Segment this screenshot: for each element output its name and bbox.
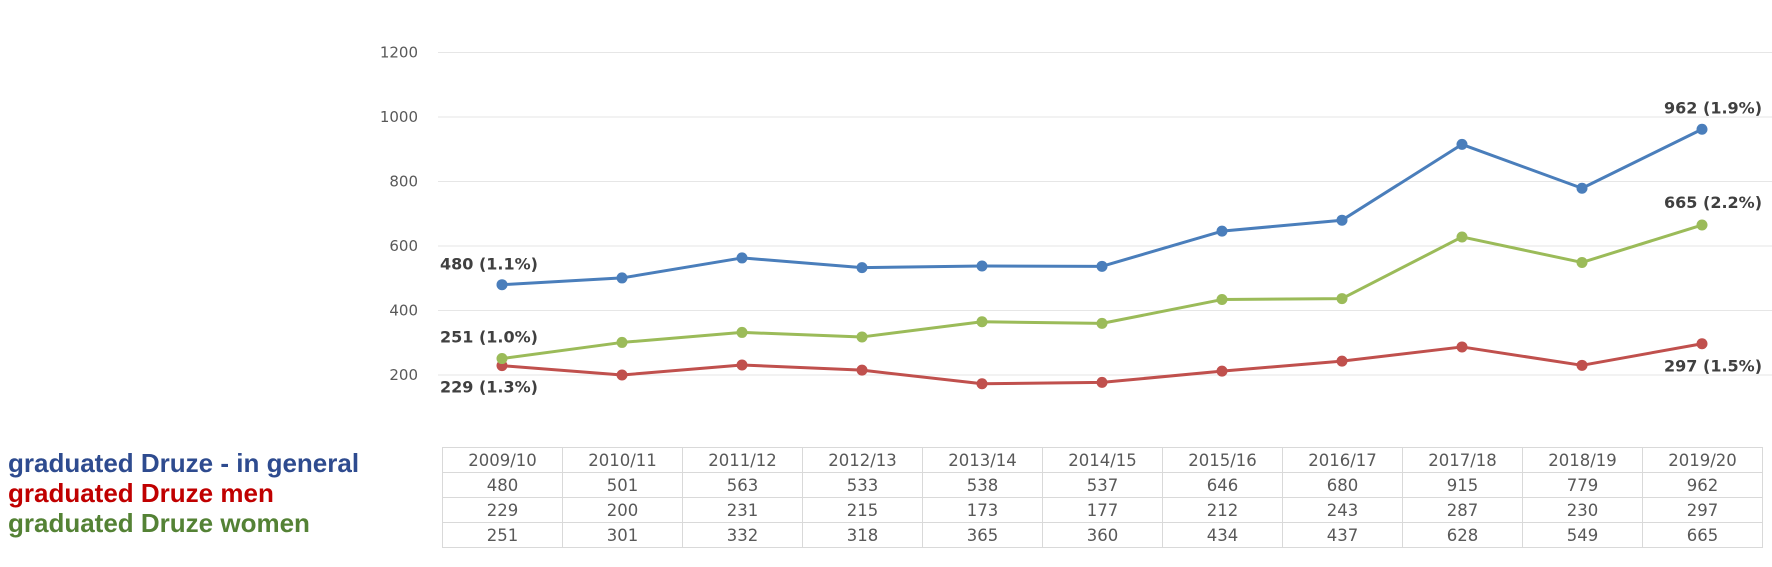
table-cell: 360	[1042, 522, 1163, 548]
data-table: 2009/10 2010/11 2011/12 2012/13 2013/14 2014/…	[442, 447, 1763, 548]
series-1-point	[856, 364, 868, 376]
series-1-point	[736, 359, 748, 371]
series-0-point	[616, 272, 628, 284]
table-cell: 318	[802, 522, 923, 548]
table-cell: 365	[922, 522, 1043, 548]
data-label: 962 (1.9%)	[1664, 98, 1762, 117]
series-0-point	[496, 279, 508, 291]
series-2-point	[616, 336, 628, 348]
series-0-point	[976, 260, 988, 272]
table-cell: 2011/12	[682, 447, 803, 473]
series-0-point	[856, 262, 868, 274]
table-cell: 251	[442, 522, 563, 548]
series-2-point	[1456, 231, 1468, 243]
table-cell: 212	[1162, 497, 1283, 523]
table-cell: 173	[922, 497, 1043, 523]
table-cell: 2009/10	[442, 447, 563, 473]
table-cell: 2012/13	[802, 447, 923, 473]
table-cell: 549	[1522, 522, 1643, 548]
table-row: 480 501 563 533 538 537 646 680 915 779 962	[442, 472, 1763, 498]
legend-women: graduated Druze women	[8, 508, 310, 538]
table-cell: 243	[1282, 497, 1403, 523]
table-cell: 2017/18	[1402, 447, 1523, 473]
table-cell: 2015/16	[1162, 447, 1283, 473]
series-0-point	[1576, 182, 1588, 194]
series-1-point	[1576, 359, 1588, 371]
series-2-point	[1336, 293, 1348, 305]
series-2-point	[856, 331, 868, 343]
table-cell: 229	[442, 497, 563, 523]
table-cell: 537	[1042, 472, 1163, 498]
series-0-point	[1696, 123, 1708, 135]
series-1-point	[1696, 338, 1708, 350]
table-cell: 962	[1642, 472, 1763, 498]
table-cell: 563	[682, 472, 803, 498]
series-1-point	[1096, 376, 1108, 388]
y-tick-label: 200	[389, 366, 418, 384]
series-0-point	[1216, 225, 1228, 237]
series-0-point	[1456, 138, 1468, 150]
series-0-point	[1096, 260, 1108, 272]
y-tick-label: 800	[389, 173, 418, 191]
series-2-point	[736, 326, 748, 338]
series-2-point	[1096, 317, 1108, 329]
legend-men: graduated Druze men	[8, 478, 274, 508]
series-2-point	[976, 316, 988, 328]
table-cell: 915	[1402, 472, 1523, 498]
table-cell: 538	[922, 472, 1043, 498]
table-cell: 628	[1402, 522, 1523, 548]
series-1-point	[616, 369, 628, 381]
series-0-point	[1336, 214, 1348, 226]
data-label: 665 (2.2%)	[1664, 193, 1762, 212]
table-cell: 332	[682, 522, 803, 548]
series-2-point	[496, 353, 508, 365]
series-1-point	[1336, 355, 1348, 367]
table-header-row: 2009/10 2010/11 2011/12 2012/13 2013/14 2014/…	[442, 447, 1763, 473]
table-row: 229 200 231 215 173 177 212 243 287 230 297	[442, 497, 1763, 523]
table-cell: 230	[1522, 497, 1643, 523]
table-cell: 2018/19	[1522, 447, 1643, 473]
table-cell: 665	[1642, 522, 1763, 548]
series-1-point	[976, 378, 988, 390]
y-tick-label: 400	[389, 302, 418, 320]
table-cell: 434	[1162, 522, 1283, 548]
series-0-point	[736, 252, 748, 264]
series-1-point	[1216, 365, 1228, 377]
data-label: 480 (1.1%)	[440, 255, 538, 274]
table-cell: 177	[1042, 497, 1163, 523]
table-cell: 287	[1402, 497, 1523, 523]
table-cell: 2019/20	[1642, 447, 1763, 473]
legend-general: graduated Druze - in general	[8, 448, 360, 478]
table-cell: 301	[562, 522, 683, 548]
table-cell: 480	[442, 472, 563, 498]
table-cell: 200	[562, 497, 683, 523]
table-cell: 2013/14	[922, 447, 1043, 473]
series-1-point	[1456, 341, 1468, 353]
table-cell: 231	[682, 497, 803, 523]
table-cell: 501	[562, 472, 683, 498]
y-tick-label: 1000	[380, 108, 418, 126]
table-cell: 215	[802, 497, 923, 523]
series-2-point	[1216, 294, 1228, 306]
table-cell: 779	[1522, 472, 1643, 498]
series-2-point	[1696, 219, 1708, 231]
table-cell: 646	[1162, 472, 1283, 498]
table-cell: 533	[802, 472, 923, 498]
data-label: 229 (1.3%)	[440, 378, 538, 397]
table-cell: 437	[1282, 522, 1403, 548]
table-cell: 680	[1282, 472, 1403, 498]
table-row: 251 301 332 318 365 360 434 437 628 549 665	[442, 522, 1763, 548]
table-cell: 2016/17	[1282, 447, 1403, 473]
y-tick-label: 600	[389, 237, 418, 255]
series-2-point	[1576, 256, 1588, 268]
y-tick-label: 1200	[380, 44, 418, 62]
table-cell: 297	[1642, 497, 1763, 523]
data-label: 297 (1.5%)	[1664, 357, 1762, 376]
table-cell: 2010/11	[562, 447, 683, 473]
series-line-2	[501, 223, 1703, 361]
data-label: 251 (1.0%)	[440, 328, 538, 347]
table-cell: 2014/15	[1042, 447, 1163, 473]
